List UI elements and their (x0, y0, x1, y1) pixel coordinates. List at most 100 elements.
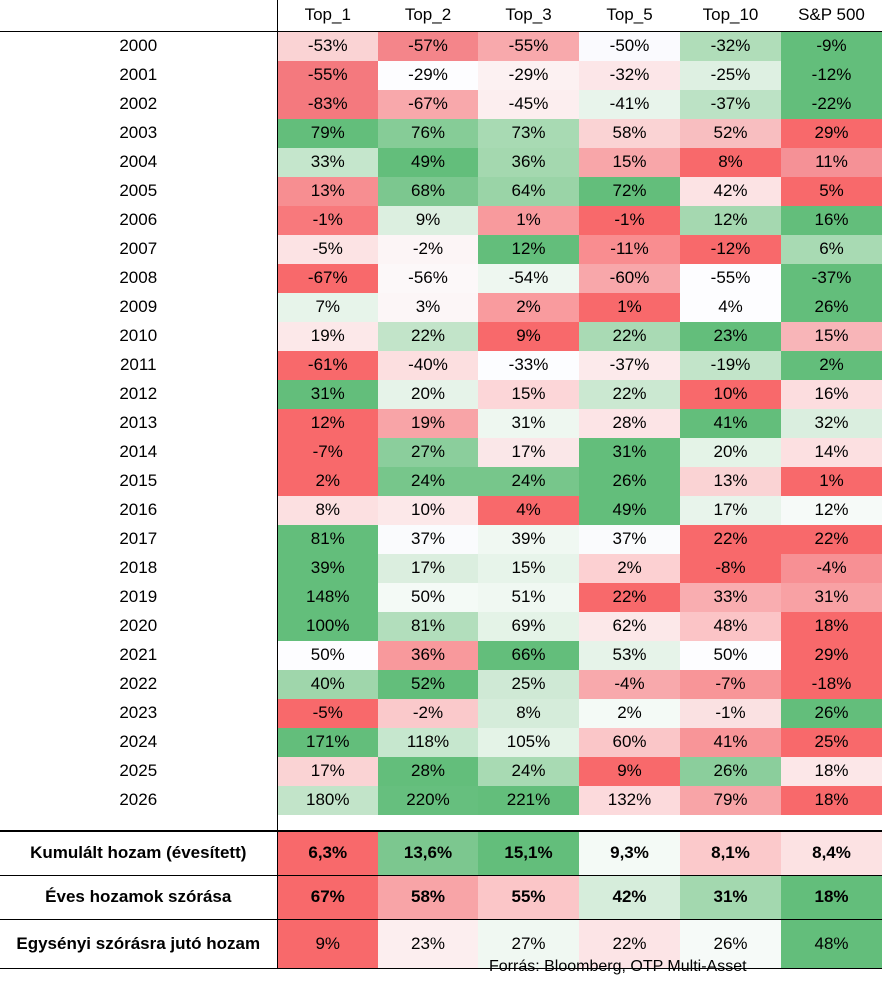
year-cell: 2009 (0, 292, 278, 322)
return-cell: 12% (781, 495, 882, 525)
return-cell: 13% (277, 176, 378, 206)
return-cell: 24% (378, 466, 478, 496)
column-header-top-1: Top_1 (277, 0, 378, 32)
return-cell: 180% (277, 785, 378, 815)
return-cell: 36% (478, 147, 579, 177)
return-cell: -60% (579, 263, 680, 293)
return-cell: 10% (378, 495, 478, 525)
return-cell: 22% (579, 379, 680, 409)
return-cell: 4% (680, 292, 781, 322)
return-cell: 27% (378, 437, 478, 467)
return-cell: 37% (378, 524, 478, 554)
spacer-cell (781, 814, 882, 831)
return-cell: 13% (680, 466, 781, 496)
return-cell: 26% (781, 292, 882, 322)
summary-value: 8,1% (680, 829, 781, 875)
return-cell: -8% (680, 553, 781, 583)
table-row: 2026 180% 220% 221% 132% 79% 18% (0, 785, 882, 815)
spacer-cell (680, 814, 781, 831)
return-cell: -83% (277, 89, 378, 119)
table-row: 2018 39% 17% 15% 2% -8% -4% (0, 553, 882, 583)
table-row: 2011 -61% -40% -33% -37% -19% 2% (0, 350, 882, 380)
return-cell: -67% (378, 89, 478, 119)
summary-value: 13,6% (378, 829, 478, 875)
table-row: 2006 -1% 9% 1% -1% 12% 16% (0, 205, 882, 235)
return-cell: -61% (277, 350, 378, 380)
year-cell: 2002 (0, 89, 278, 119)
year-cell: 2021 (0, 640, 278, 670)
spacer-cell (478, 814, 579, 831)
column-header-top-5: Top_5 (579, 0, 680, 32)
return-cell: 9% (579, 756, 680, 786)
return-cell: -22% (781, 89, 882, 119)
return-cell: 48% (680, 611, 781, 641)
return-cell: -25% (680, 60, 781, 90)
return-cell: 50% (680, 640, 781, 670)
return-cell: -9% (781, 31, 882, 61)
return-cell: -37% (781, 263, 882, 293)
year-cell: 2010 (0, 321, 278, 351)
source-note: Forrás: Bloomberg, OTP Multi-Asset (489, 958, 747, 975)
return-cell: -1% (680, 698, 781, 728)
return-cell: -11% (579, 234, 680, 264)
return-cell: 10% (680, 379, 781, 409)
return-cell: 24% (478, 466, 579, 496)
return-cell: 1% (579, 292, 680, 322)
return-cell: 28% (378, 756, 478, 786)
return-cell: 118% (378, 727, 478, 757)
return-cell: 31% (277, 379, 378, 409)
return-cell: -55% (478, 31, 579, 61)
year-cell: 2018 (0, 553, 278, 583)
return-cell: 2% (478, 292, 579, 322)
return-cell: 17% (680, 495, 781, 525)
return-cell: 9% (378, 205, 478, 235)
return-cell: 66% (478, 640, 579, 670)
summary-value: 9,3% (579, 829, 680, 875)
spacer-cell (579, 814, 680, 831)
return-cell: 18% (781, 785, 882, 815)
table-row: 2025 17% 28% 24% 9% 26% 18% (0, 756, 882, 786)
return-cell: 31% (781, 582, 882, 612)
return-cell: 79% (277, 118, 378, 148)
return-cell: 8% (680, 147, 781, 177)
return-cell: -32% (680, 31, 781, 61)
return-cell: 42% (680, 176, 781, 206)
return-cell: 17% (378, 553, 478, 583)
return-cell: -12% (781, 60, 882, 90)
return-cell: 171% (277, 727, 378, 757)
summary-value: 42% (579, 874, 680, 919)
summary-value: 26% (680, 918, 781, 969)
summary-value: 27% (478, 918, 579, 969)
return-cell: 26% (781, 698, 882, 728)
summary-row: Éves hozamok szórása 67% 58% 55% 42% 31% 18% (0, 874, 882, 919)
table-row: 2012 31% 20% 15% 22% 10% 16% (0, 379, 882, 409)
return-cell: -1% (579, 205, 680, 235)
year-cell: 2024 (0, 727, 278, 757)
return-cell: 7% (277, 292, 378, 322)
return-cell: 8% (478, 698, 579, 728)
return-cell: 37% (579, 524, 680, 554)
table-row: 2007 -5% -2% 12% -11% -12% 6% (0, 234, 882, 264)
summary-value: 15,1% (478, 829, 579, 875)
table-row: 2001 -55% -29% -29% -32% -25% -12% (0, 60, 882, 90)
return-cell: 12% (680, 205, 781, 235)
return-cell: 1% (781, 466, 882, 496)
column-header-top-10: Top_10 (680, 0, 781, 32)
header-row: Top_1 Top_2 Top_3 Top_5 Top_10 S&P 500 (0, 0, 882, 32)
return-cell: 8% (277, 495, 378, 525)
return-cell: 52% (680, 118, 781, 148)
return-cell: -29% (478, 60, 579, 90)
summary-label: Éves hozamok szórása (0, 874, 278, 919)
column-header-top-2: Top_2 (378, 0, 478, 32)
return-cell: 73% (478, 118, 579, 148)
return-cell: 50% (277, 640, 378, 670)
return-cell: 1% (478, 205, 579, 235)
summary-value: 22% (579, 918, 680, 969)
return-cell: 17% (478, 437, 579, 467)
return-cell: 2% (277, 466, 378, 496)
return-cell: -4% (579, 669, 680, 699)
return-cell: 32% (781, 408, 882, 438)
return-cell: -7% (277, 437, 378, 467)
return-cell: 19% (378, 408, 478, 438)
return-cell: 22% (680, 524, 781, 554)
